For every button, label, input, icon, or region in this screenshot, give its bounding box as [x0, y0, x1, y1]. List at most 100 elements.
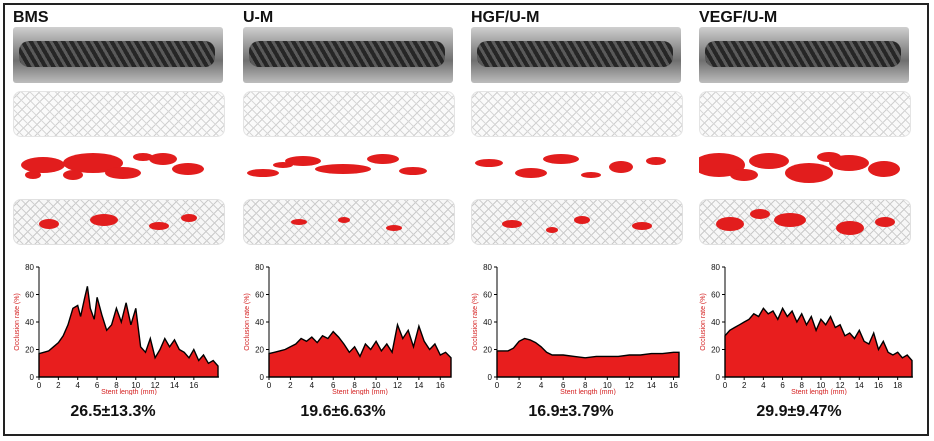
- stent-mesh-strip: [699, 91, 911, 137]
- x-tick-label: 8: [352, 381, 357, 390]
- occlusion-region: [785, 163, 833, 183]
- occlusion-map-strip: [13, 145, 223, 189]
- occlusion-region: [581, 172, 601, 178]
- overlay-svg: [39, 214, 197, 230]
- x-tick-label: 6: [561, 381, 566, 390]
- y-tick-label: 40: [483, 318, 492, 327]
- occlusion-region: [543, 154, 579, 164]
- overlay-strip: [13, 199, 225, 245]
- x-tick-label: 18: [893, 381, 902, 390]
- x-tick-label: 8: [114, 381, 119, 390]
- y-axis-label: Occlusion rate (%): [472, 293, 479, 351]
- x-axis-label: Stent length (mm): [791, 389, 847, 395]
- y-tick-label: 80: [255, 263, 264, 272]
- occlusion-region: [875, 217, 895, 227]
- x-tick-label: 10: [603, 381, 612, 390]
- x-axis-label: Stent length (mm): [332, 389, 388, 395]
- occlusion-area: [38, 286, 219, 378]
- occlusion-region: [817, 152, 841, 162]
- x-tick-label: 0: [495, 381, 500, 390]
- x-tick-label: 2: [742, 381, 747, 390]
- occlusion-map-strip: [699, 145, 909, 189]
- x-tick-label: 16: [669, 381, 678, 390]
- stent-photo: [13, 27, 223, 83]
- figure: BMS 26.5±13.3% 0 20 40 60 80 0 2 4 6 8 10 12 14 16 Stent…: [3, 3, 929, 436]
- overlay-svg: [291, 217, 402, 231]
- x-tick-label: 4: [310, 381, 315, 390]
- occlusion-region: [367, 154, 399, 164]
- occlusion-stat: 16.9±3.79%: [528, 403, 614, 420]
- overlay-svg: [502, 216, 652, 233]
- x-tick-label: 2: [517, 381, 522, 390]
- x-tick-label: 0: [267, 381, 272, 390]
- x-tick-label: 6: [95, 381, 100, 390]
- x-axis-label: Stent length (mm): [560, 389, 616, 395]
- occlusion-region: [386, 225, 402, 231]
- x-tick-label: 12: [151, 381, 160, 390]
- overlay-strip: [243, 199, 455, 245]
- occlusion-region: [315, 164, 371, 174]
- x-tick-label: 12: [836, 381, 845, 390]
- occlusion-region: [646, 157, 666, 165]
- occlusion-map-svg: [475, 154, 666, 178]
- panel-title: HGF/U-M: [471, 9, 540, 26]
- occlusion-region: [730, 169, 758, 181]
- stent-photo-band: [19, 41, 215, 67]
- y-tick-label: 0: [488, 373, 493, 382]
- y-tick-label: 80: [483, 263, 492, 272]
- y-tick-label: 60: [483, 291, 492, 300]
- occlusion-map-svg: [699, 152, 900, 183]
- y-tick-label: 0: [260, 373, 265, 382]
- x-tick-label: 14: [414, 381, 423, 390]
- occlusion-map-strip: [471, 145, 681, 189]
- occlusion-region: [515, 168, 547, 178]
- stent-mesh-strip: [13, 91, 225, 137]
- occlusion-map-svg: [21, 153, 204, 180]
- overlay-strip: [471, 199, 683, 245]
- occlusion-region: [291, 219, 307, 225]
- occlusion-region: [25, 171, 41, 179]
- occlusion-map-svg: [247, 154, 427, 177]
- stent-photo: [243, 27, 453, 83]
- occlusion-region: [609, 161, 633, 173]
- y-tick-label: 20: [711, 346, 720, 355]
- occlusion-stat: 26.5±13.3%: [70, 403, 156, 420]
- occlusion-chart: 0 20 40 60 80 0 2 4 6 8 10 12 14 16 Stent length (mm) O…: [472, 263, 680, 395]
- x-tick-label: 0: [37, 381, 42, 390]
- x-tick-label: 16: [189, 381, 198, 390]
- occlusion-region: [338, 217, 350, 223]
- occlusion-chart: 0 20 40 60 80 0 2 4 6 8 10 12 14 16 Stent length (mm) O…: [14, 263, 219, 395]
- panel-bms: BMS 26.5±13.3% 0 20 40 60 80 0 2 4 6 8 10 12 14 16 Stent…: [13, 5, 235, 438]
- occlusion-region: [632, 222, 652, 230]
- occlusion-region: [699, 153, 745, 177]
- x-tick-label: 6: [331, 381, 336, 390]
- panel-title: U-M: [243, 9, 274, 26]
- occlusion-region: [716, 217, 744, 231]
- occlusion-region: [90, 214, 118, 226]
- x-tick-label: 4: [75, 381, 80, 390]
- stent-photo: [699, 27, 909, 83]
- occlusion-region: [868, 161, 900, 177]
- x-tick-label: 14: [170, 381, 179, 390]
- occlusion-region: [399, 167, 427, 175]
- stent-photo: [471, 27, 681, 83]
- panel-vegf-u-m: VEGF/U-M 29.9±9.47% 0 20 40 60 80 0 2 4 6 8 10 12 14 16…: [699, 5, 925, 438]
- occlusion-region: [546, 227, 558, 233]
- occlusion-stat: 19.6±6.63%: [300, 403, 386, 420]
- occlusion-region: [63, 170, 83, 180]
- occlusion-region: [273, 162, 293, 168]
- panel-title: BMS: [13, 9, 49, 26]
- occlusion-region: [39, 219, 59, 229]
- x-tick-label: 8: [583, 381, 588, 390]
- occlusion-map-strip: [243, 145, 453, 189]
- occlusion-region: [574, 216, 590, 224]
- occlusion-chart: 0 20 40 60 80 0 2 4 6 8 10 12 14 16 18 Stent length (mm…: [700, 263, 913, 395]
- occlusion-region: [133, 153, 153, 161]
- occlusion-chart: 0 20 40 60 80 0 2 4 6 8 10 12 14 16 Stent length (mm) O…: [244, 263, 452, 395]
- overlay-svg: [716, 209, 895, 235]
- y-tick-label: 20: [483, 346, 492, 355]
- x-tick-label: 6: [780, 381, 785, 390]
- y-tick-label: 20: [255, 346, 264, 355]
- occlusion-region: [149, 153, 177, 165]
- x-tick-label: 8: [800, 381, 805, 390]
